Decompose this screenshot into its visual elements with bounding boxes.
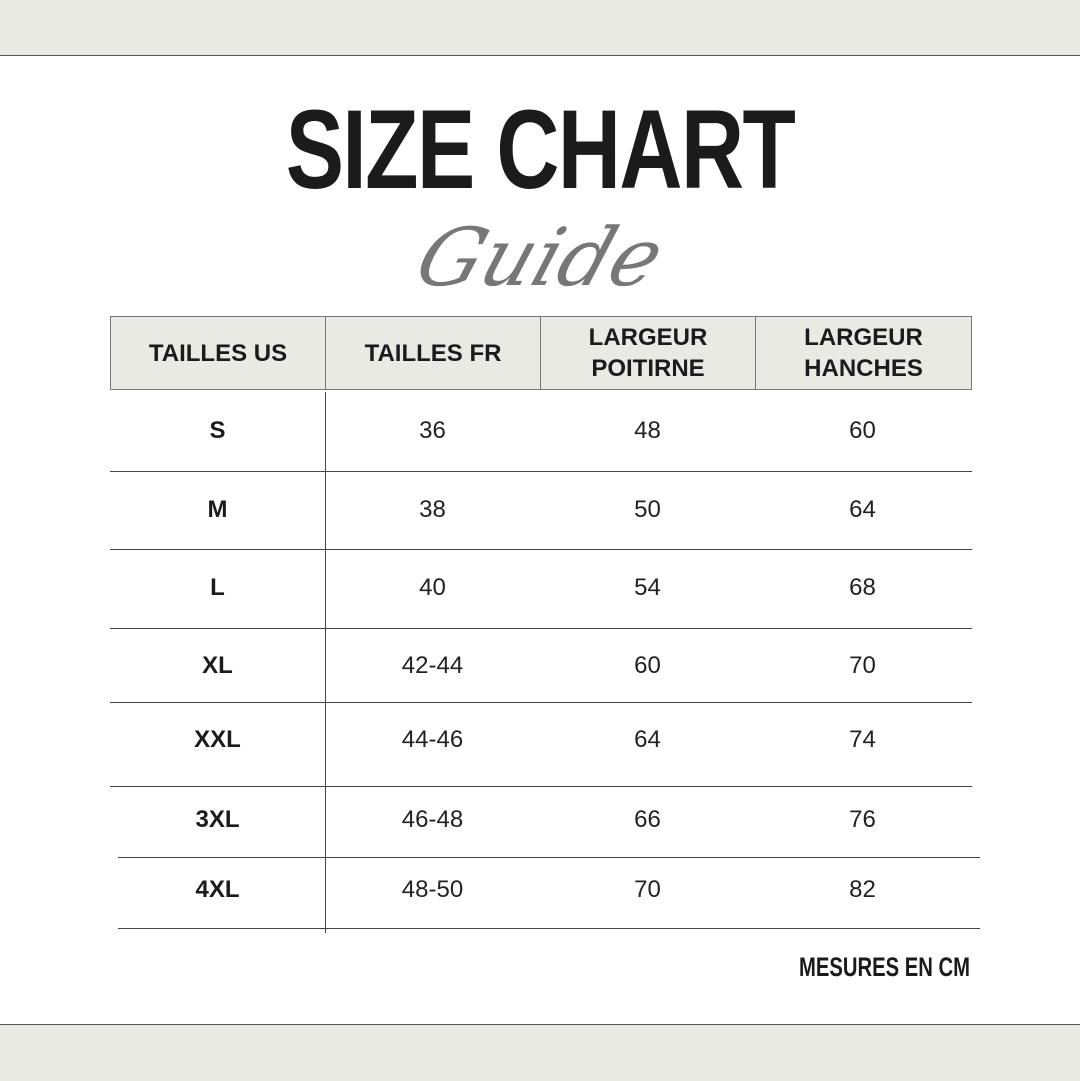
page-title: SIZE CHART [285,87,796,212]
row-divider [110,702,972,703]
table-cell: 38 [419,496,446,523]
column-divider [325,392,326,933]
table-cell: 60 [849,417,876,444]
row-divider [118,928,980,929]
top-band [0,0,1080,56]
column-header: LARGEUR HANCHES [755,316,972,390]
table-cell: 42-44 [401,652,464,679]
row-divider [110,471,972,472]
table-cell: 48 [634,417,661,444]
table-cell: 50 [634,496,661,523]
script-subtitle: Guide [405,211,676,304]
table-cell: 60 [634,652,661,679]
size-us-cell: XXL [194,726,241,753]
table-cell: 64 [849,496,876,523]
table-cell: 54 [634,574,661,601]
table-cell: 76 [849,806,876,833]
table-cell: 74 [849,726,876,753]
row-divider [110,549,972,550]
table-cell: 66 [634,806,661,833]
table-cell: 68 [849,574,876,601]
column-header: TAILLES US [110,316,326,390]
table-cell: 44-46 [401,726,464,753]
table-cell: 64 [634,726,661,753]
table-cell: 40 [419,574,446,601]
row-divider [118,857,980,858]
column-header: LARGEUR POITIRNE [540,316,756,390]
table-cell: 46-48 [401,806,464,833]
row-divider [110,786,972,787]
table-cell: 70 [634,876,661,903]
table-cell: 82 [849,876,876,903]
bottom-band [0,1024,1080,1081]
column-header: TAILLES FR [325,316,541,390]
units-note: MESURES EN CM [798,952,970,982]
size-us-cell: S [209,417,226,444]
size-us-cell: M [207,496,228,523]
size-us-cell: XL [202,652,233,679]
size-us-cell: L [210,574,225,601]
table-cell: 48-50 [401,876,464,903]
size-us-cell: 3XL [195,806,240,833]
row-divider [110,628,972,629]
table-cell: 36 [419,417,446,444]
table-cell: 70 [849,652,876,679]
size-us-cell: 4XL [195,876,240,903]
